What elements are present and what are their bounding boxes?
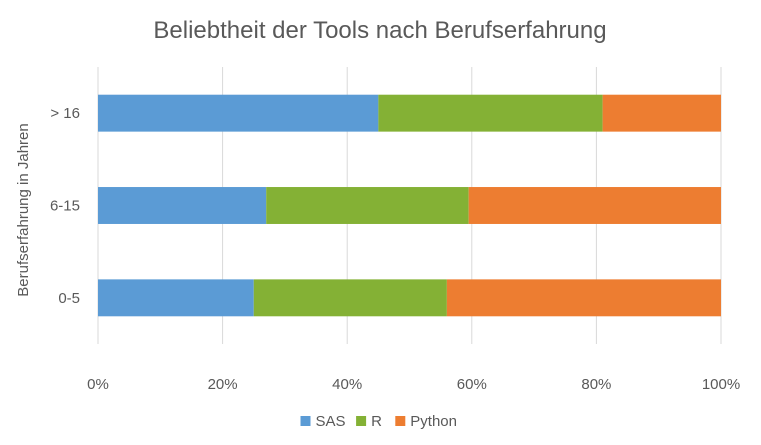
y-tick-label: 0-5 xyxy=(58,290,80,307)
bar-segment xyxy=(266,187,469,224)
legend-label: R xyxy=(371,413,382,430)
legend-label: Python xyxy=(410,413,457,430)
chart-title: Beliebtheit der Tools nach Berufserfahru… xyxy=(153,17,606,44)
bar-segment xyxy=(468,187,721,224)
bar-segment xyxy=(98,187,267,224)
legend-swatch xyxy=(356,416,367,426)
bar-segment xyxy=(378,94,603,132)
x-tick-label: 20% xyxy=(208,376,238,393)
x-tick-label: 0% xyxy=(87,376,109,393)
bars xyxy=(98,94,721,317)
y-tick-labels: 0-5 6-15 > 16 xyxy=(50,105,80,307)
x-tick-label: 80% xyxy=(581,376,611,393)
x-tick-labels: 0% 20% 40% 60% 80% 100% xyxy=(87,376,740,393)
bar-segment xyxy=(253,279,447,317)
legend: SAS R Python xyxy=(300,413,457,430)
legend-label: SAS xyxy=(316,413,346,430)
legend-swatch xyxy=(395,416,406,426)
bar-segment xyxy=(446,279,721,317)
bar-segment xyxy=(98,94,379,132)
y-tick-label: 6-15 xyxy=(50,198,80,215)
x-tick-label: 60% xyxy=(457,376,487,393)
y-tick-label: > 16 xyxy=(50,105,80,122)
x-tick-label: 100% xyxy=(702,376,740,393)
x-tick-label: 40% xyxy=(332,376,362,393)
legend-swatch xyxy=(300,416,311,426)
bar-segment xyxy=(98,279,254,317)
y-axis-label: Berufserfahrung in Jahren xyxy=(15,123,32,296)
bar-segment xyxy=(602,94,721,132)
